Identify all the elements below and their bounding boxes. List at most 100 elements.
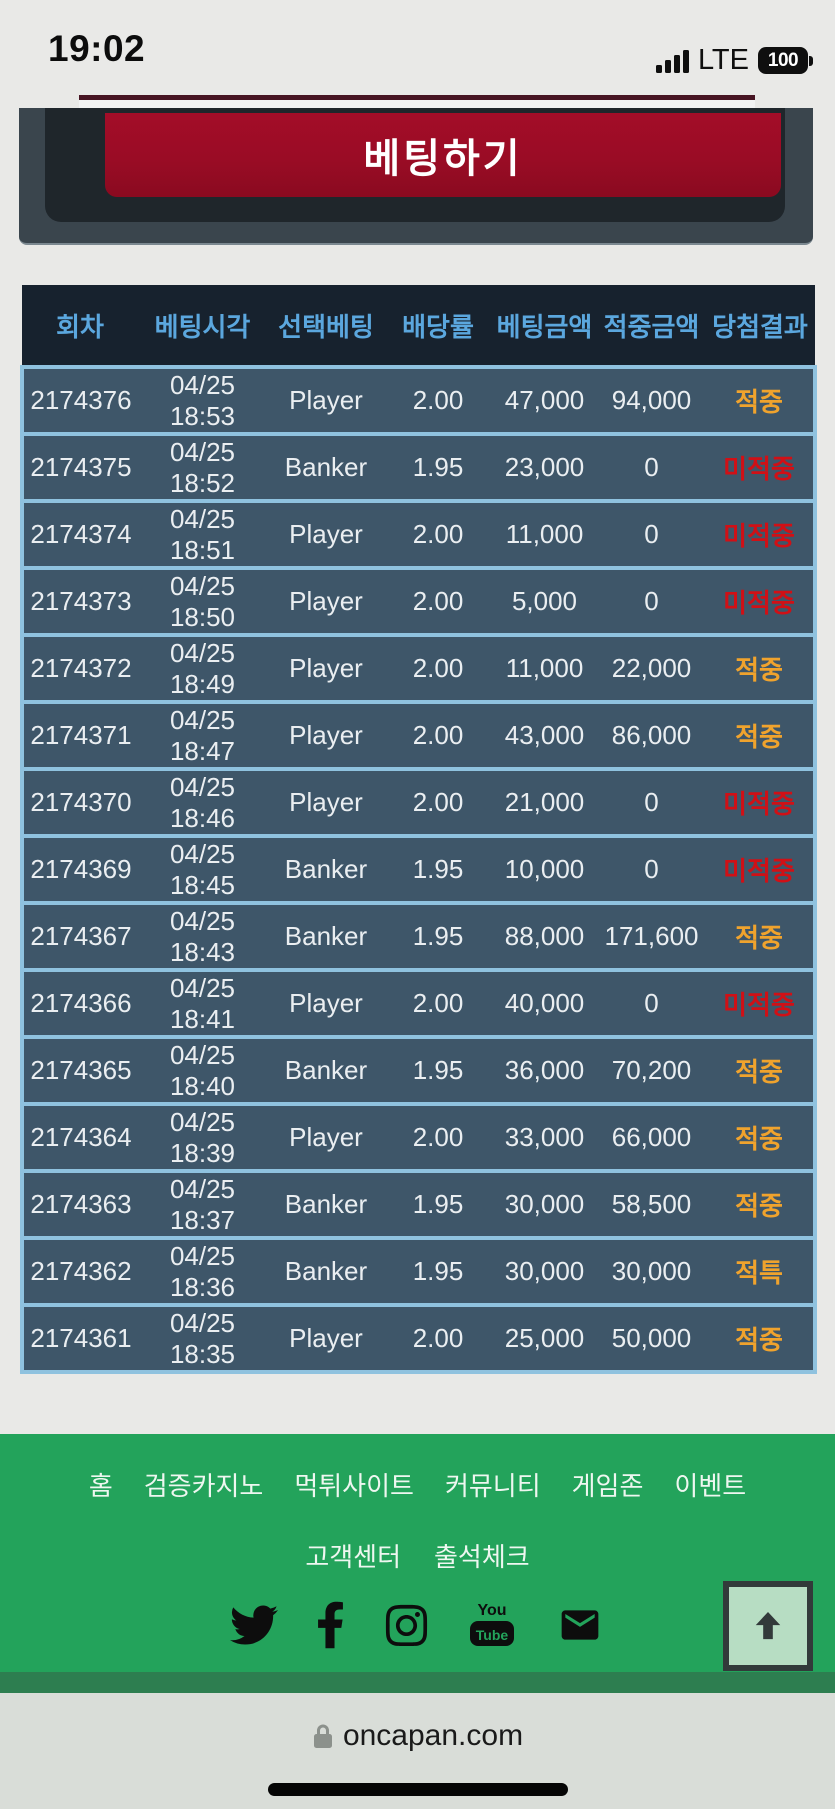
cell-round: 2174365 bbox=[22, 1037, 138, 1104]
cell-odds: 2.00 bbox=[385, 1305, 491, 1372]
cell-pick: Player bbox=[267, 970, 385, 1037]
cell-odds: 1.95 bbox=[385, 903, 491, 970]
table-row: 2174361 04/25 18:35 Player 2.00 25,000 50,000… bbox=[22, 1305, 815, 1372]
cell-win: 70,200 bbox=[598, 1037, 705, 1104]
instagram-icon[interactable] bbox=[383, 1602, 430, 1649]
svg-text:You: You bbox=[477, 1602, 506, 1619]
home-indicator[interactable] bbox=[267, 1783, 568, 1796]
table-row: 2174369 04/25 18:45 Banker 1.95 10,000 0 미적중 bbox=[22, 836, 815, 903]
cell-round: 2174363 bbox=[22, 1171, 138, 1238]
cell-time: 04/25 18:41 bbox=[138, 970, 267, 1037]
cell-result: 적중 bbox=[705, 903, 815, 970]
cell-pick: Player bbox=[267, 1104, 385, 1171]
cell-result: 미적중 bbox=[705, 501, 815, 568]
cell-pick: Player bbox=[267, 702, 385, 769]
cell-bet: 23,000 bbox=[491, 434, 598, 501]
cell-win: 50,000 bbox=[598, 1305, 705, 1372]
cell-round: 2174371 bbox=[22, 702, 138, 769]
cell-odds: 2.00 bbox=[385, 970, 491, 1037]
cell-result: 적중 bbox=[705, 367, 815, 434]
cell-pick: Banker bbox=[267, 1037, 385, 1104]
battery-level: 100 bbox=[767, 49, 799, 71]
cell-bet: 47,000 bbox=[491, 367, 598, 434]
cell-bet: 40,000 bbox=[491, 970, 598, 1037]
cell-bet: 33,000 bbox=[491, 1104, 598, 1171]
cell-bet: 43,000 bbox=[491, 702, 598, 769]
table-row: 2174362 04/25 18:36 Banker 1.95 30,000 30,000… bbox=[22, 1238, 815, 1305]
cell-pick: Player bbox=[267, 501, 385, 568]
cell-pick: Player bbox=[267, 635, 385, 702]
cell-round: 2174364 bbox=[22, 1104, 138, 1171]
twitter-icon[interactable] bbox=[229, 1601, 278, 1649]
table-row: 2174374 04/25 18:51 Player 2.00 11,000 0 미적중 bbox=[22, 501, 815, 568]
cell-time: 04/25 18:47 bbox=[138, 702, 267, 769]
cell-odds: 2.00 bbox=[385, 635, 491, 702]
cropped-content-edge bbox=[79, 95, 755, 100]
footer-link[interactable]: 이벤트 bbox=[674, 1471, 747, 1501]
cell-odds: 1.95 bbox=[385, 1171, 491, 1238]
column-header: 베팅금액 bbox=[491, 285, 598, 367]
email-icon[interactable] bbox=[554, 1603, 606, 1647]
youtube-icon[interactable]: You Tube bbox=[468, 1600, 516, 1650]
cell-pick: Banker bbox=[267, 836, 385, 903]
table-row: 2174366 04/25 18:41 Player 2.00 40,000 0 미적중 bbox=[22, 970, 815, 1037]
network-type-label: LTE bbox=[697, 44, 749, 76]
cell-bet: 25,000 bbox=[491, 1305, 598, 1372]
footer-link[interactable]: 검증카지노 bbox=[143, 1471, 264, 1501]
cell-round: 2174375 bbox=[22, 434, 138, 501]
cell-result: 적중 bbox=[705, 1305, 815, 1372]
table-row: 2174367 04/25 18:43 Banker 1.95 88,000 171,60… bbox=[22, 903, 815, 970]
column-header: 배당률 bbox=[385, 285, 491, 367]
table-row: 2174371 04/25 18:47 Player 2.00 43,000 86,000… bbox=[22, 702, 815, 769]
footer-link[interactable]: 출석체크 bbox=[434, 1542, 530, 1572]
battery-icon: 100 bbox=[758, 47, 813, 74]
cell-odds: 1.95 bbox=[385, 836, 491, 903]
url-bar[interactable]: oncapan.com bbox=[0, 1693, 835, 1753]
cell-round: 2174362 bbox=[22, 1238, 138, 1305]
cell-time: 04/25 18:50 bbox=[138, 568, 267, 635]
cell-pick: Banker bbox=[267, 903, 385, 970]
cell-bet: 10,000 bbox=[491, 836, 598, 903]
signal-strength-icon bbox=[655, 49, 689, 73]
cell-odds: 1.95 bbox=[385, 1037, 491, 1104]
cell-win: 0 bbox=[598, 769, 705, 836]
cell-round: 2174374 bbox=[22, 501, 138, 568]
cell-round: 2174372 bbox=[22, 635, 138, 702]
history-table-body: 2174376 04/25 18:53 Player 2.00 47,000 94,000… bbox=[22, 367, 815, 1372]
cell-odds: 1.95 bbox=[385, 1238, 491, 1305]
column-header: 회차 bbox=[22, 285, 138, 367]
footer-link[interactable]: 고객센터 bbox=[305, 1542, 401, 1572]
footer-link[interactable]: 커뮤니티 bbox=[444, 1471, 541, 1501]
cell-result: 적중 bbox=[705, 635, 815, 702]
cell-win: 0 bbox=[598, 568, 705, 635]
facebook-icon[interactable] bbox=[316, 1601, 345, 1649]
cell-result: 미적중 bbox=[705, 970, 815, 1037]
cell-pick: Player bbox=[267, 568, 385, 635]
cell-result: 미적중 bbox=[705, 836, 815, 903]
cell-win: 30,000 bbox=[598, 1238, 705, 1305]
status-time: 19:02 bbox=[48, 28, 146, 69]
browser-bar: oncapan.com bbox=[0, 1693, 835, 1809]
cell-result: 적중 bbox=[705, 1104, 815, 1171]
status-icons: LTE 100 bbox=[655, 44, 813, 77]
column-header: 적중금액 bbox=[598, 285, 705, 367]
footer-link[interactable]: 게임존 bbox=[571, 1471, 644, 1501]
cell-odds: 2.00 bbox=[385, 769, 491, 836]
cell-result: 미적중 bbox=[705, 568, 815, 635]
bet-panel-inner: 베팅하기 bbox=[45, 108, 785, 222]
table-header: 회차 베팅시각 선택베팅 배당률 베팅금액 적중금액 당첨결과 bbox=[22, 285, 815, 367]
footer-link[interactable]: 먹튀사이트 bbox=[294, 1471, 414, 1501]
cell-bet: 30,000 bbox=[491, 1238, 598, 1305]
cell-time: 04/25 18:46 bbox=[138, 769, 267, 836]
table-row: 2174373 04/25 18:50 Player 2.00 5,000 0 미적중 bbox=[22, 568, 815, 635]
table-row: 2174365 04/25 18:40 Banker 1.95 36,000 70,200… bbox=[22, 1037, 815, 1104]
cell-odds: 2.00 bbox=[385, 1104, 491, 1171]
footer-link[interactable]: 홈 bbox=[88, 1471, 113, 1501]
bet-button[interactable]: 베팅하기 bbox=[105, 113, 781, 197]
table-row: 2174364 04/25 18:39 Player 2.00 33,000 66,000… bbox=[22, 1104, 815, 1171]
cell-bet: 21,000 bbox=[491, 769, 598, 836]
cell-pick: Banker bbox=[267, 1238, 385, 1305]
scroll-to-top-button[interactable] bbox=[723, 1581, 813, 1671]
cell-time: 04/25 18:39 bbox=[138, 1104, 267, 1171]
